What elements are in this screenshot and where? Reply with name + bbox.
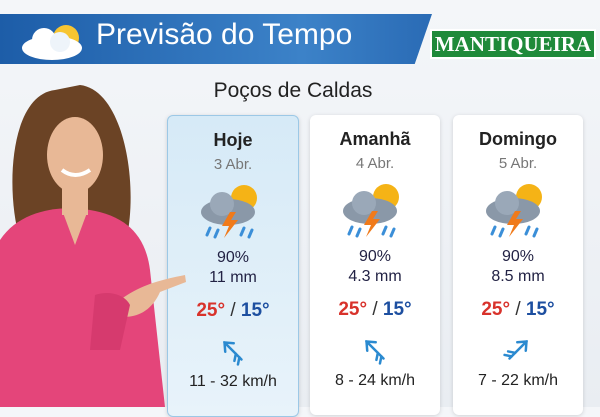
wind-arrow	[223, 341, 243, 366]
arrow-part	[223, 341, 243, 366]
city-name: Poços de Caldas	[213, 79, 373, 102]
precipitation: 11 mm	[209, 269, 257, 286]
temp-separator: /	[372, 299, 378, 320]
weather-icon	[201, 185, 257, 239]
precipitation: 4.3 mm	[348, 268, 402, 285]
day-date: 3 Abr.	[213, 156, 253, 173]
icon-part	[222, 212, 238, 238]
wind-speed: 7 - 22 km/h	[477, 372, 559, 389]
day-date: 4 Abr.	[355, 155, 395, 172]
arrow-part	[503, 350, 517, 358]
arrow-part	[375, 351, 383, 365]
icon-part	[490, 225, 539, 238]
rain-chance: 90%	[358, 248, 392, 265]
temp-min: 15°	[382, 299, 412, 320]
icon-part	[364, 211, 380, 237]
wind-speed: 11 - 32 km/h	[189, 373, 277, 390]
icon-part	[347, 225, 396, 238]
arrow-part	[503, 340, 528, 360]
wind-arrow	[503, 340, 528, 360]
icon-part	[205, 226, 254, 239]
icon-part	[495, 191, 519, 215]
rain-chance: 90%	[501, 248, 535, 265]
logo-icon	[22, 25, 82, 60]
rain-chance: 90%	[216, 249, 250, 266]
arrow-part	[516, 340, 528, 352]
temperatures: 25° / 15°	[453, 299, 583, 321]
precipitation: 8.5 mm	[491, 268, 545, 285]
wind-speed: 8 - 24 km/h	[334, 372, 416, 389]
day-name: Hoje	[213, 130, 253, 150]
temp-min: 15°	[525, 299, 555, 320]
title: Previsão do Tempo	[96, 18, 353, 51]
temp-separator: /	[230, 300, 236, 321]
wind-arrow	[365, 340, 385, 365]
temperatures: 25° / 15°	[168, 300, 298, 322]
arrow-part	[233, 352, 241, 366]
icon-part	[352, 191, 376, 215]
arrow-part	[365, 340, 377, 352]
icon-part	[507, 211, 523, 237]
icon-part	[210, 192, 234, 216]
day-card: Hoje 3 Abr. 90% 11 mm 25° / 15° 11 - 32 km/h	[167, 115, 299, 417]
temp-separator: /	[515, 299, 521, 320]
brand-logo: MANTIQUEIRA	[430, 29, 596, 59]
day-card: Amanhã 4 Abr. 90% 4.3 mm 25° / 15° 8 - 24 km/…	[310, 115, 440, 415]
weather-icon	[343, 184, 399, 238]
temp-max: 25°	[481, 299, 511, 320]
day-date: 5 Abr.	[498, 155, 538, 172]
day-card: Domingo 5 Abr. 90% 8.5 mm 25° / 15° 7 - 22 km…	[453, 115, 583, 415]
weather-icon	[486, 184, 542, 238]
arrow-part	[365, 340, 385, 365]
temperatures: 25° / 15°	[310, 299, 440, 321]
day-name: Amanhã	[339, 129, 411, 149]
temp-max: 25°	[338, 299, 368, 320]
temp-min: 15°	[240, 300, 270, 321]
arrow-part	[223, 341, 235, 353]
presenter	[0, 85, 186, 407]
temp-max: 25°	[196, 300, 226, 321]
day-name: Domingo	[479, 129, 557, 149]
